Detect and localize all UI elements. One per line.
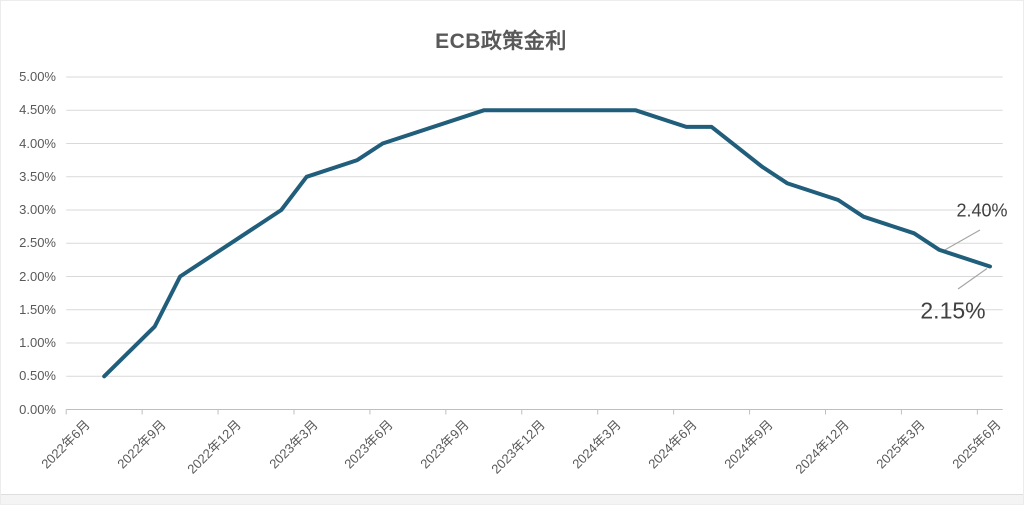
leader-line-2-40 bbox=[941, 229, 981, 253]
gridlines bbox=[66, 76, 1003, 377]
y-tick-label: 4.00% bbox=[19, 135, 56, 151]
y-tick-label: 3.00% bbox=[19, 202, 56, 217]
y-tick-label: 1.50% bbox=[19, 301, 56, 317]
annotation-latest-but-one-value: 2.40% bbox=[956, 200, 1008, 221]
y-tick-label: 0.00% bbox=[19, 401, 56, 417]
bottom-edge-strip bbox=[1, 494, 1023, 504]
leader-line-2-15 bbox=[957, 268, 988, 290]
policy-rate-line-group bbox=[102, 108, 992, 379]
annotation-leader-lines bbox=[941, 229, 988, 290]
y-tick-label: 5.00% bbox=[19, 69, 56, 84]
y-tick-label: 1.00% bbox=[19, 335, 56, 350]
chart-title: ECB政策金利 bbox=[435, 30, 567, 53]
y-tick-label: 0.50% bbox=[19, 368, 56, 384]
annotation-latest-value: 2.15% bbox=[920, 297, 986, 324]
x-axis bbox=[65, 409, 1003, 415]
y-tick-label: 3.50% bbox=[19, 168, 56, 184]
y-tick-label: 2.00% bbox=[19, 268, 56, 284]
y-tick-label: 2.50% bbox=[19, 235, 56, 251]
y-tick-label: 4.50% bbox=[19, 102, 56, 118]
policy-rate-line bbox=[102, 108, 992, 379]
